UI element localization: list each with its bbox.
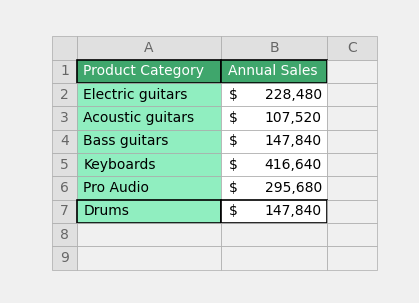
Text: Drums: Drums xyxy=(83,204,129,218)
Text: Keyboards: Keyboards xyxy=(83,158,156,172)
Text: $: $ xyxy=(229,134,238,148)
Bar xyxy=(52,83,77,106)
Text: $: $ xyxy=(229,88,238,102)
Text: 6: 6 xyxy=(60,181,69,195)
Bar xyxy=(52,106,77,130)
Text: 416,640: 416,640 xyxy=(265,158,322,172)
Bar xyxy=(52,130,77,153)
Text: 295,680: 295,680 xyxy=(265,181,322,195)
Bar xyxy=(77,60,221,83)
Text: Annual Sales: Annual Sales xyxy=(228,64,317,78)
Bar xyxy=(327,246,377,270)
Text: 107,520: 107,520 xyxy=(265,111,322,125)
Bar xyxy=(52,223,77,246)
Text: $: $ xyxy=(229,158,238,172)
Text: 147,840: 147,840 xyxy=(265,204,322,218)
Bar xyxy=(327,200,377,223)
Text: 228,480: 228,480 xyxy=(265,88,322,102)
Bar xyxy=(221,200,327,223)
Text: 5: 5 xyxy=(60,158,69,172)
Text: 8: 8 xyxy=(60,228,69,242)
Bar xyxy=(77,130,221,153)
Bar xyxy=(77,246,221,270)
Text: 3: 3 xyxy=(60,111,69,125)
Bar xyxy=(52,153,77,176)
Bar xyxy=(77,36,221,60)
Text: $: $ xyxy=(229,111,238,125)
Bar xyxy=(52,200,77,223)
Text: $: $ xyxy=(229,204,238,218)
Bar xyxy=(221,36,327,60)
Bar xyxy=(77,200,221,223)
Text: 4: 4 xyxy=(60,134,69,148)
Text: Pro Audio: Pro Audio xyxy=(83,181,149,195)
Bar xyxy=(221,60,327,83)
Bar xyxy=(221,246,327,270)
Text: $: $ xyxy=(229,181,238,195)
Text: Product Category: Product Category xyxy=(83,64,204,78)
Text: 1: 1 xyxy=(60,64,69,78)
Bar xyxy=(77,176,221,200)
Bar xyxy=(327,223,377,246)
Text: 2: 2 xyxy=(60,88,69,102)
Bar xyxy=(221,106,327,130)
Bar xyxy=(327,36,377,60)
Bar xyxy=(221,223,327,246)
Bar xyxy=(52,246,77,270)
Bar xyxy=(77,106,221,130)
Text: 147,840: 147,840 xyxy=(265,134,322,148)
Text: A: A xyxy=(144,41,154,55)
Bar xyxy=(221,176,327,200)
Bar xyxy=(221,130,327,153)
Bar xyxy=(77,153,221,176)
Bar xyxy=(327,83,377,106)
Bar xyxy=(327,106,377,130)
Bar xyxy=(77,83,221,106)
Text: B: B xyxy=(269,41,279,55)
Bar xyxy=(327,60,377,83)
Text: 9: 9 xyxy=(60,251,69,265)
Bar xyxy=(52,36,77,60)
Text: Electric guitars: Electric guitars xyxy=(83,88,188,102)
Text: C: C xyxy=(347,41,357,55)
Bar xyxy=(52,60,77,83)
Text: 7: 7 xyxy=(60,204,69,218)
Bar xyxy=(52,176,77,200)
Text: Acoustic guitars: Acoustic guitars xyxy=(83,111,194,125)
Bar xyxy=(327,130,377,153)
Bar xyxy=(327,176,377,200)
Bar xyxy=(77,223,221,246)
Bar xyxy=(327,153,377,176)
Bar xyxy=(221,153,327,176)
Text: Bass guitars: Bass guitars xyxy=(83,134,168,148)
Bar xyxy=(221,83,327,106)
